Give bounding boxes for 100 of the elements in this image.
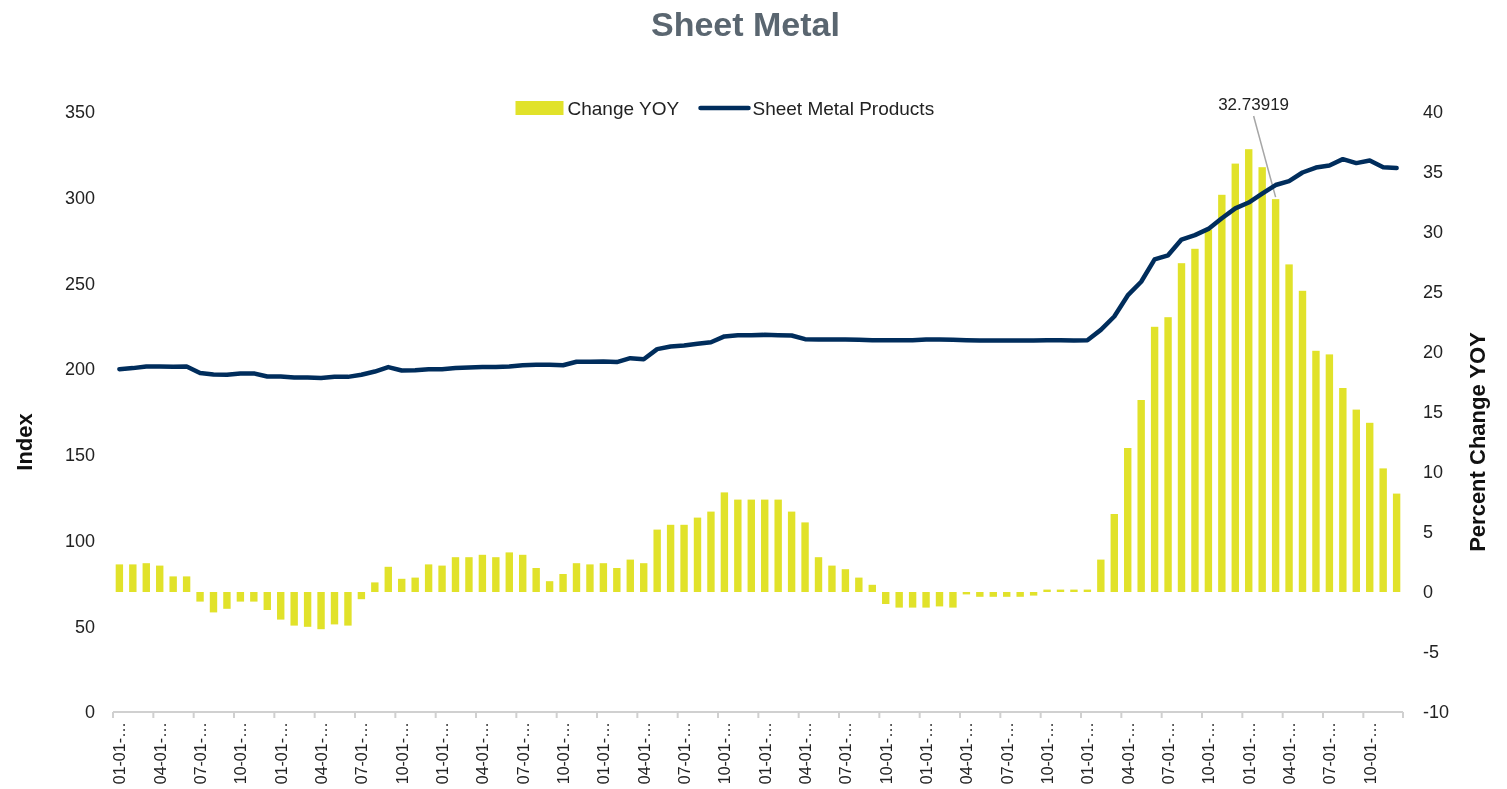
bar	[371, 582, 379, 592]
bar	[169, 576, 177, 592]
bar	[1110, 514, 1118, 592]
bar	[586, 564, 594, 592]
x-tick-label: 07-01-…	[192, 722, 210, 785]
bar	[1164, 317, 1172, 592]
x-tick-label: 10-01-…	[1361, 722, 1379, 785]
x-tick-label: 07-01-…	[837, 722, 855, 785]
x-tick-label: 01-01-…	[1240, 722, 1258, 785]
bar	[263, 592, 271, 610]
bar	[1352, 409, 1360, 592]
y2-tick-label: -10	[1423, 702, 1450, 723]
bar	[640, 563, 648, 592]
bar	[1016, 592, 1024, 597]
bar	[1379, 468, 1387, 592]
bar	[1271, 199, 1280, 592]
bar	[1392, 493, 1401, 592]
y-tick-label: 300	[64, 188, 95, 209]
bar	[976, 592, 984, 597]
bar	[196, 592, 204, 602]
y2-tick-label: 0	[1423, 582, 1434, 603]
x-tick-label: 01-01-…	[111, 722, 129, 785]
bar	[935, 592, 944, 607]
bar	[209, 592, 218, 613]
bar	[1339, 388, 1347, 592]
legend-label: Change YOY	[567, 97, 680, 119]
y2-tick-label: 15	[1423, 402, 1444, 423]
bar	[949, 592, 957, 608]
x-tick-label: 04-01-…	[1119, 722, 1137, 785]
bar	[1312, 350, 1320, 592]
bar	[707, 511, 715, 592]
x-tick-label: 10-01-…	[1200, 722, 1218, 785]
y-tick-label: 0	[84, 702, 95, 723]
bar	[277, 592, 285, 620]
line-series	[117, 156, 1399, 381]
bar	[519, 554, 527, 592]
bar	[626, 559, 634, 592]
bar	[156, 565, 164, 592]
x-tick-label: 01-01-…	[272, 722, 290, 785]
y-tick-label: 200	[64, 359, 95, 380]
bar	[1204, 229, 1213, 592]
x-tick-label: 10-01-…	[716, 722, 734, 785]
bar	[1218, 194, 1226, 592]
bar	[747, 499, 755, 592]
bar	[693, 517, 702, 592]
x-tick-label: 07-01-…	[998, 722, 1016, 785]
bar	[1137, 400, 1145, 592]
bar	[761, 499, 769, 592]
x-tick-label: 01-01-…	[756, 722, 774, 785]
bar	[734, 499, 742, 592]
y2-tick-label: 30	[1423, 222, 1444, 243]
x-tick-label: 01-01-…	[1079, 722, 1097, 785]
bar	[882, 592, 890, 604]
legend-label: Sheet Metal Products	[752, 97, 935, 119]
x-tick-label: 07-01-…	[676, 722, 694, 785]
bar	[559, 574, 567, 592]
bar	[398, 578, 406, 592]
bar	[720, 492, 729, 592]
bar	[787, 511, 796, 592]
y2-tick-label: 40	[1423, 102, 1444, 123]
bar	[814, 557, 823, 592]
y2-tick-label: 35	[1423, 162, 1444, 183]
y-tick-label: 250	[64, 273, 95, 294]
x-tick-label: 10-01-…	[393, 722, 411, 785]
bar	[841, 569, 850, 592]
y2-tick-label: -5	[1423, 642, 1440, 663]
bar	[182, 576, 191, 592]
bar	[1298, 290, 1307, 592]
y-tick-label: 50	[74, 616, 95, 637]
bar	[532, 568, 540, 592]
y-tick-label: 350	[64, 102, 95, 123]
bar	[317, 592, 325, 630]
bar	[1150, 326, 1159, 592]
bar	[1003, 592, 1011, 597]
bar	[1325, 354, 1334, 592]
bar	[330, 592, 339, 625]
bar	[424, 564, 433, 592]
bar	[505, 552, 513, 592]
bar	[1124, 448, 1132, 592]
bar	[290, 592, 298, 626]
bar	[357, 592, 366, 600]
x-tick-label: 07-01-…	[1160, 722, 1178, 785]
x-tick-label: 04-01-…	[151, 722, 169, 785]
bar	[1177, 263, 1186, 592]
y2-tick-label: 20	[1423, 342, 1444, 363]
chart-title: Sheet Metal	[651, 5, 840, 43]
bar	[344, 592, 352, 626]
bar	[1231, 163, 1239, 592]
y2-tick-label: 5	[1423, 522, 1434, 543]
data-label: 32.73919	[1218, 95, 1290, 114]
bar	[1285, 264, 1293, 592]
bar	[599, 563, 608, 592]
x-tick-label: 04-01-…	[635, 722, 653, 785]
bar	[492, 557, 500, 592]
x-tick-label: 01-01-…	[918, 722, 936, 785]
bar	[438, 565, 446, 592]
bar	[855, 577, 863, 592]
bar	[653, 529, 661, 592]
y-axis-title: Index	[12, 412, 37, 471]
x-tick-label: 04-01-…	[958, 722, 976, 785]
